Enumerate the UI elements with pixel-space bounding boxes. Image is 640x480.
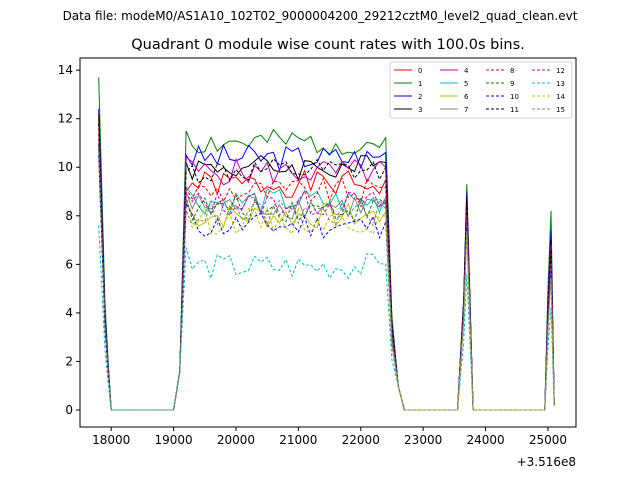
y-axis: 0 2 4 6 8 10 12 14 <box>58 63 80 417</box>
legend-label: 10 <box>510 93 519 101</box>
legend-label: 2 <box>418 93 422 101</box>
series-line-4 <box>98 123 555 411</box>
series-layer <box>98 77 555 411</box>
series-line-10 <box>98 155 555 411</box>
legend-label: 6 <box>464 93 469 101</box>
legend-label: 15 <box>556 106 565 114</box>
legend-label: 5 <box>464 80 468 88</box>
y-tick-label: 6 <box>65 257 73 271</box>
legend-label: 8 <box>510 67 514 75</box>
legend-label: 9 <box>510 80 514 88</box>
x-tick-label: 21000 <box>279 433 317 447</box>
series-line-5 <box>98 142 555 411</box>
x-tick-label: 20000 <box>217 433 255 447</box>
y-tick-label: 14 <box>58 63 73 77</box>
series-line-9 <box>98 145 555 411</box>
y-tick-label: 2 <box>65 354 73 368</box>
x-tick-label: 18000 <box>92 433 130 447</box>
legend-label: 14 <box>556 93 565 101</box>
legend-label: 12 <box>556 67 565 75</box>
series-line-7 <box>98 138 555 411</box>
data-file-label: Data file: modeM0/AS1A10_102T02_90000042… <box>63 9 578 23</box>
series-line-11 <box>98 123 555 411</box>
chart-title: Quadrant 0 module wise count rates with … <box>131 37 525 53</box>
series-line-6 <box>98 147 555 411</box>
x-tick-label: 19000 <box>154 433 192 447</box>
series-line-15 <box>98 152 555 411</box>
series-line-3 <box>98 113 555 411</box>
y-tick-label: 12 <box>58 112 73 126</box>
legend-label: 3 <box>418 106 422 114</box>
series-line-12 <box>98 142 555 411</box>
x-offset-label: +3.516e8 <box>517 455 576 469</box>
x-tick-label: 23000 <box>404 433 442 447</box>
legend-label: 13 <box>556 80 565 88</box>
series-line-2 <box>98 108 555 411</box>
plot-frame <box>79 57 577 428</box>
x-tick-label: 24000 <box>466 433 504 447</box>
legend-box <box>389 61 573 119</box>
x-tick-label: 22000 <box>342 433 380 447</box>
legend-label: 7 <box>464 106 468 114</box>
legend-label: 0 <box>418 67 422 75</box>
series-line-13 <box>98 225 555 411</box>
legend-label: 1 <box>418 80 422 88</box>
y-tick-label: 0 <box>65 403 73 417</box>
series-line-0 <box>98 118 555 411</box>
y-tick-label: 8 <box>65 209 73 223</box>
y-tick-label: 4 <box>65 306 73 320</box>
series-line-14 <box>98 157 555 411</box>
x-tick-label: 25000 <box>529 433 567 447</box>
series-line-1 <box>98 77 555 411</box>
y-tick-label: 10 <box>58 160 73 174</box>
legend-label: 4 <box>464 67 469 75</box>
x-axis: 18000 19000 20000 21000 22000 23000 24000 25000 <box>92 427 567 447</box>
legend-label: 11 <box>510 106 519 114</box>
